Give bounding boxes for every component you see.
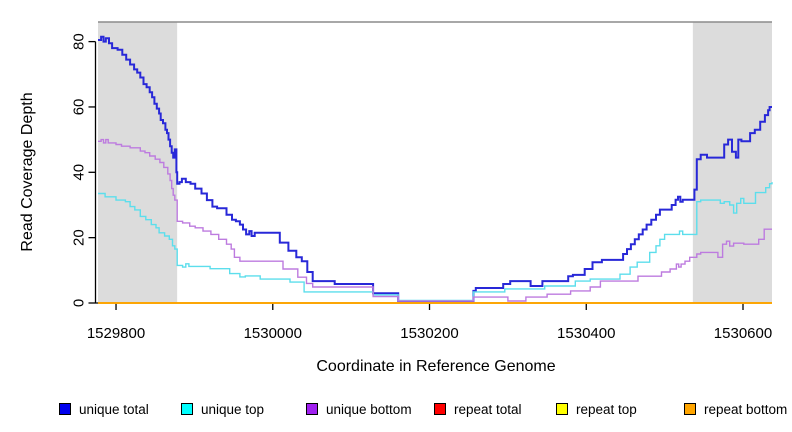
series-line-unique-total: [98, 35, 772, 303]
x-tick-label: 1529800: [87, 325, 145, 342]
series-line-unique-bottom: [98, 138, 772, 302]
shaded-left-repeat-region: [98, 22, 178, 303]
legend-label-repeat-top: repeat top: [576, 401, 637, 417]
x-axis-label: Coordinate in Reference Genome: [0, 358, 792, 376]
y-tick-label: 40: [71, 164, 88, 181]
shaded-right-repeat-region: [692, 22, 772, 303]
y-tick-label: 0: [71, 299, 88, 307]
legend-item-repeat-total: repeat total: [434, 401, 522, 417]
legend-item-unique-top: unique top: [181, 401, 264, 417]
legend-swatch-unique-total: [59, 403, 71, 415]
y-axis-label: Read Coverage Depth: [19, 92, 36, 252]
legend-swatch-repeat-bottom: [684, 403, 696, 415]
x-axis-label-text: Coordinate in Reference Genome: [316, 358, 556, 375]
x-tick-label: 1530200: [400, 325, 458, 342]
legend-item-repeat-top: repeat top: [556, 401, 637, 417]
y-tick-label: 20: [71, 229, 88, 246]
series-line-unique-top: [98, 182, 773, 302]
coverage-plot: 0 20 40 60 80 1529800 1530000 1530200 1530400 153…: [71, 21, 773, 342]
legend-item-unique-total: unique total: [59, 401, 149, 417]
legend-label-repeat-bottom: repeat bottom: [704, 401, 788, 417]
legend-label-unique-total: unique total: [79, 401, 149, 417]
legend-swatch-unique-bottom: [306, 403, 318, 415]
legend-label-repeat-total: repeat total: [454, 401, 522, 417]
legend-swatch-repeat-top: [556, 403, 568, 415]
y-tick-label: 60: [71, 99, 88, 116]
legend-swatch-repeat-total: [434, 403, 446, 415]
legend-label-unique-bottom: unique bottom: [326, 401, 412, 417]
x-tick-label: 1530400: [557, 325, 615, 342]
legend-item-repeat-bottom: repeat bottom: [684, 401, 787, 417]
legend-label-unique-top: unique top: [201, 401, 265, 417]
legend-swatch-unique-top: [181, 403, 193, 415]
x-tick-label: 1530000: [244, 325, 302, 342]
x-tick-label: 1530600: [714, 325, 772, 342]
legend-item-unique-bottom: unique bottom: [306, 401, 412, 417]
y-tick-label: 80: [71, 33, 88, 50]
